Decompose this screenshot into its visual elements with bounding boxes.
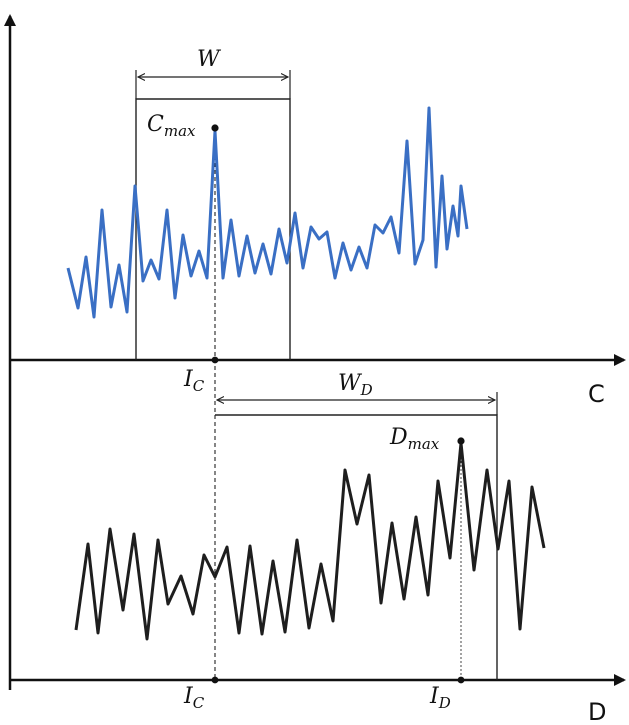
ic-top-point <box>211 356 219 364</box>
dmax-point <box>457 437 465 445</box>
ic-top-label: IC <box>183 367 205 395</box>
window-wd-box <box>215 414 498 680</box>
dmax-label: Dmax <box>389 425 440 453</box>
id-label: ID <box>429 684 451 712</box>
ic-bottom-label: IC <box>183 684 205 712</box>
cmax-label: Cmax <box>147 112 196 140</box>
window-w-box <box>135 98 291 360</box>
cmax-point <box>211 124 219 132</box>
signal-d-series <box>74 441 546 641</box>
id-point <box>457 676 465 684</box>
wd-label: WD <box>338 371 373 399</box>
d-axis-label: D <box>588 698 606 725</box>
w-label: W <box>197 47 222 72</box>
signal-c-series <box>66 106 469 319</box>
c-axis-label: C <box>588 380 605 408</box>
ic-bottom-point <box>211 676 219 684</box>
